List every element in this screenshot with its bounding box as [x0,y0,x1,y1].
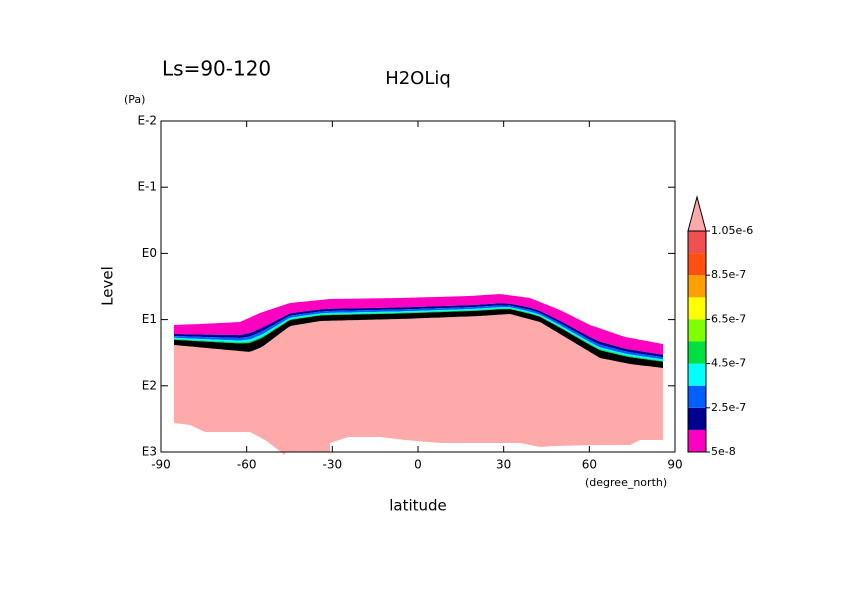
x-tick-label: 30 [496,458,511,472]
colorbar-band [688,385,706,408]
contour-field [174,294,663,455]
colorbar-band [688,319,706,342]
x-tick-label: 0 [414,458,422,472]
chart-title: H2OLiq [385,68,451,89]
cloud-band [174,309,663,368]
colorbar-band [688,297,706,320]
y-tick-label: E1 [142,312,157,326]
colorbar-band [688,407,706,430]
x-axis-label: latitude [389,497,447,515]
subtitle: Ls=90-120 [162,57,271,81]
y-tick-label: E0 [142,246,157,260]
y-unit: (Pa) [124,93,145,106]
colorbar-frame [687,230,707,453]
y-tick-label: E-1 [137,180,157,194]
y-tick-label: E3 [142,445,157,459]
colorbar-band [688,275,706,298]
colorbar-label: 1.05e-6 [711,224,753,237]
y-tick-label: E-2 [137,114,157,128]
colorbar-band [688,363,706,386]
cloud-band [174,294,663,355]
colorbar-band [688,429,706,452]
colorbar-label: 8.5e-7 [711,268,746,281]
colorbar-band [688,231,706,254]
y-axis-label: Level [99,266,117,306]
x-unit: (degree_north) [585,476,667,489]
colorbar-band [688,253,706,276]
colorbar-label: 4.5e-7 [711,357,746,370]
x-tick-label: -90 [151,458,171,472]
cloud-region [174,314,663,455]
x-tick-label: 60 [582,458,597,472]
x-tick-label: 90 [667,458,682,472]
colorbar-band [688,341,706,364]
x-tick-label: -60 [237,458,257,472]
y-tick-label: E2 [142,378,157,392]
x-tick-label: -30 [323,458,343,472]
colorbar-label: 6.5e-7 [711,312,746,325]
colorbar-extend [687,195,707,232]
colorbar-label: 5e-8 [711,445,736,458]
colorbar-label: 2.5e-7 [711,401,746,414]
